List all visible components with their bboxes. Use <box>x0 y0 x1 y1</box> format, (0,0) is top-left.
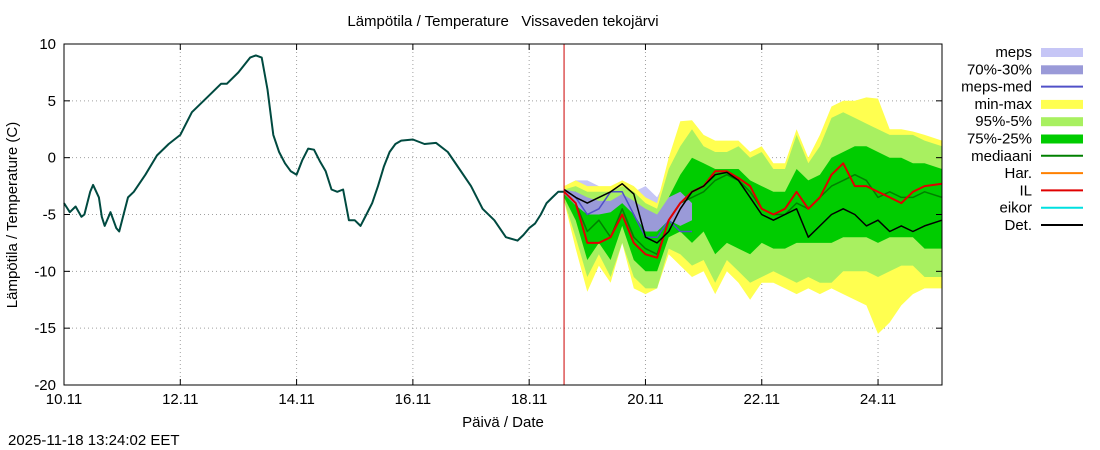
y-tick-label-4: -10 <box>34 263 56 280</box>
x-tick-label-3: 16.11 <box>395 391 431 408</box>
y-tick-label-5: -15 <box>34 320 56 337</box>
p70-30-band <box>564 189 692 232</box>
legend-label-3: min-max <box>974 96 1032 113</box>
legend-swatch-4 <box>1041 117 1083 127</box>
y-tick-label-0: 10 <box>39 36 56 53</box>
legend-swatch-1 <box>1041 65 1083 75</box>
legend-swatch-3 <box>1041 99 1083 109</box>
legend-swatch-5 <box>1041 134 1083 144</box>
x-tick-label-7: 24.11 <box>860 391 896 408</box>
legend-label-1: 70%-30% <box>967 61 1032 78</box>
axis-ticks: 10.11 12.11 14.11 16.11 18.11 20.11 22.11 24.11… <box>34 36 942 408</box>
observed-line <box>63 54 565 242</box>
y-tick-label-6: -20 <box>34 377 56 394</box>
legend-swatch-0 <box>1041 48 1083 57</box>
y-tick-label-2: 0 <box>48 150 56 167</box>
x-tick-label-5: 20.11 <box>627 391 663 408</box>
chart-title: Lämpötila / Temperature Vissaveden tekoj… <box>347 13 658 30</box>
legend-label-9: eikor <box>999 200 1032 217</box>
y-tick-label-3: -5 <box>43 207 56 224</box>
legend-label-4: 95%-5% <box>975 113 1032 130</box>
det-line <box>563 171 943 244</box>
x-axis-label: Päivä / Date <box>462 414 544 431</box>
x-tick-label-6: 22.11 <box>744 391 780 408</box>
series-lines <box>63 44 943 385</box>
y-axis-label: Lämpötila / Temperature (C) <box>4 122 21 308</box>
legend: meps70%-30%meps-medmin-max95%-5%75%-25%m… <box>961 44 1083 234</box>
legend-label-2: meps-med <box>961 79 1032 96</box>
timestamp: 2025-11-18 13:24:02 EET <box>8 432 180 449</box>
meps-med-line <box>563 188 692 238</box>
median-line <box>563 173 943 256</box>
legend-label-0: meps <box>995 44 1032 61</box>
legend-label-7: Har. <box>1004 165 1032 182</box>
legend-label-5: 75%-25% <box>967 131 1032 148</box>
y-tick-label-1: 5 <box>48 93 56 110</box>
grid-lines <box>64 44 942 385</box>
x-tick-label-2: 14.11 <box>278 391 314 408</box>
x-tick-label-1: 12.11 <box>162 391 198 408</box>
x-tick-label-4: 18.11 <box>511 391 547 408</box>
legend-label-8: IL <box>1019 182 1032 199</box>
x-tick-label-0: 10.11 <box>46 391 82 408</box>
legend-label-10: Det. <box>1004 217 1032 234</box>
il-line <box>563 162 943 259</box>
legend-label-6: mediaani <box>971 148 1032 165</box>
